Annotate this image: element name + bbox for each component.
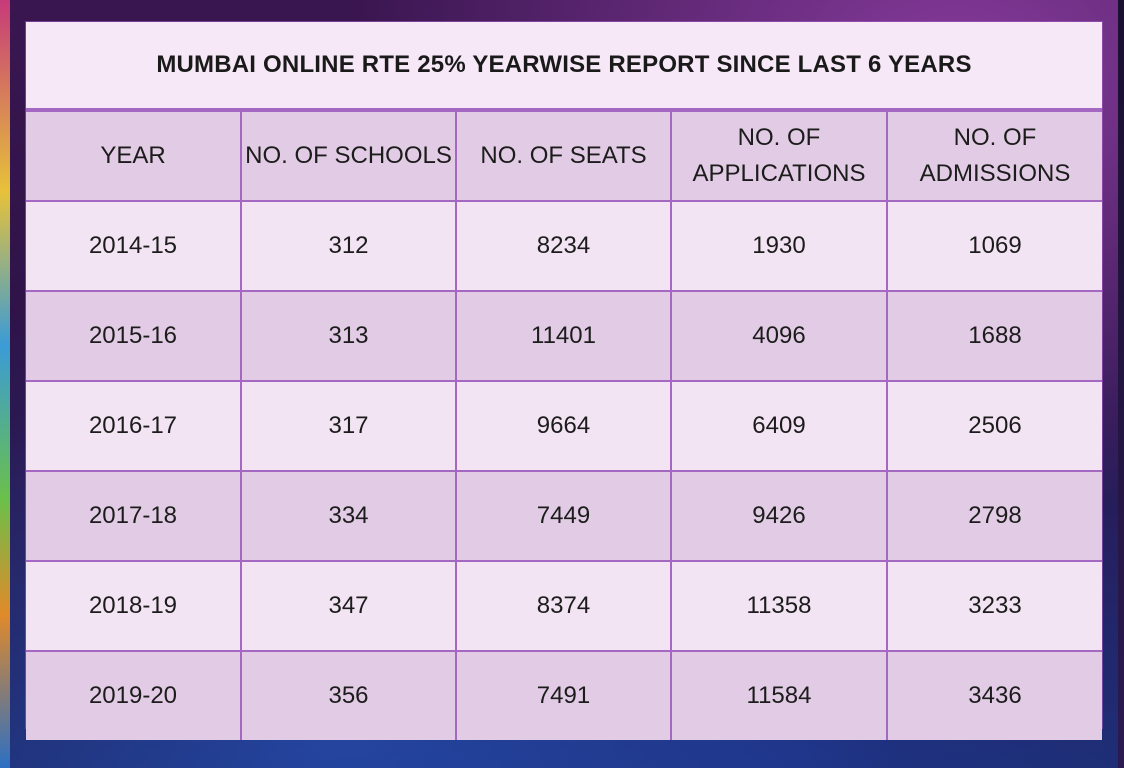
table-row: 2017-18 334 7449 9426 2798 [26, 470, 1102, 562]
report-title: MUMBAI ONLINE RTE 25% YEARWISE REPORT SI… [156, 51, 972, 78]
cell-admissions: 3233 [886, 560, 1102, 652]
table-row: 2019-20 356 7491 11584 3436 [26, 650, 1102, 740]
column-header-applications: NO. OF APPLICATIONS [670, 110, 888, 202]
cell-seats: 11401 [455, 290, 672, 382]
table-row: 2014-15 312 8234 1930 1069 [26, 200, 1102, 292]
cell-admissions: 2798 [886, 470, 1102, 562]
cell-applications: 1930 [670, 200, 888, 292]
cell-admissions: 1688 [886, 290, 1102, 382]
column-header-year: YEAR [26, 110, 242, 202]
column-header-admissions: NO. OF ADMISSIONS [886, 110, 1102, 202]
column-header-label: NO. OF SCHOOLS [245, 142, 452, 169]
cell-schools: 317 [240, 380, 457, 472]
report-panel: MUMBAI ONLINE RTE 25% YEARWISE REPORT SI… [26, 22, 1102, 740]
header-row: YEAR NO. OF SCHOOLS NO. OF SEATS NO. OF … [26, 110, 1102, 202]
cell-schools: 313 [240, 290, 457, 382]
cell-applications: 9426 [670, 470, 888, 562]
column-header-schools: NO. OF SCHOOLS [240, 110, 457, 202]
table-row: 2016-17 317 9664 6409 2506 [26, 380, 1102, 472]
cell-applications: 11358 [670, 560, 888, 652]
cell-seats: 8234 [455, 200, 672, 292]
cell-year: 2016-17 [26, 380, 242, 472]
cell-admissions: 2506 [886, 380, 1102, 472]
column-header-label: YEAR [100, 142, 166, 169]
cell-applications: 11584 [670, 650, 888, 740]
column-header-seats: NO. OF SEATS [455, 110, 672, 202]
column-header-label-line2: APPLICATIONS [692, 160, 866, 187]
cell-year: 2018-19 [26, 560, 242, 652]
table-row: 2018-19 347 8374 11358 3233 [26, 560, 1102, 652]
cell-seats: 7449 [455, 470, 672, 562]
cell-schools: 347 [240, 560, 457, 652]
cell-seats: 7491 [455, 650, 672, 740]
cell-seats: 8374 [455, 560, 672, 652]
cell-year: 2019-20 [26, 650, 242, 740]
right-edge-strip [1118, 0, 1124, 768]
cell-schools: 312 [240, 200, 457, 292]
cell-applications: 4096 [670, 290, 888, 382]
title-bar: MUMBAI ONLINE RTE 25% YEARWISE REPORT SI… [26, 22, 1102, 110]
cell-year: 2014-15 [26, 200, 242, 292]
column-header-label: NO. OF SEATS [480, 142, 647, 169]
cell-applications: 6409 [670, 380, 888, 472]
cell-schools: 356 [240, 650, 457, 740]
cell-year: 2017-18 [26, 470, 242, 562]
cell-admissions: 1069 [886, 200, 1102, 292]
cell-schools: 334 [240, 470, 457, 562]
cell-seats: 9664 [455, 380, 672, 472]
left-edge-strip [0, 0, 10, 768]
table-row: 2015-16 313 11401 4096 1688 [26, 290, 1102, 382]
cell-year: 2015-16 [26, 290, 242, 382]
column-header-label: NO. OF [953, 124, 1037, 151]
column-header-label-line2: ADMISSIONS [919, 160, 1071, 187]
column-header-label: NO. OF [737, 124, 821, 151]
report-table: YEAR NO. OF SCHOOLS NO. OF SEATS NO. OF … [26, 110, 1102, 740]
cell-admissions: 3436 [886, 650, 1102, 740]
